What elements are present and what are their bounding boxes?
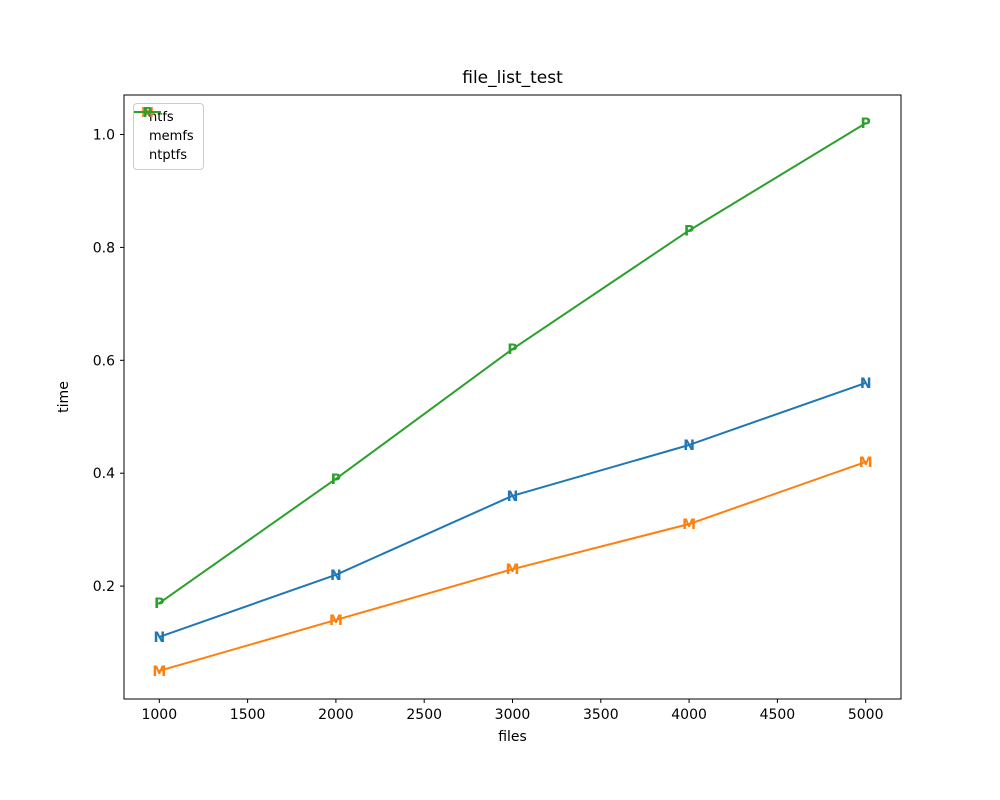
x-axis-label: files [498, 729, 527, 745]
series-line-ntptfs [158, 122, 867, 605]
chart-title: file_list_test [462, 68, 563, 88]
series-marker-memfs: M [682, 517, 696, 533]
legend-label: ntfs [149, 110, 174, 125]
x-tick-label: 2500 [406, 707, 442, 723]
series-marker-ntptfs: P [331, 472, 341, 488]
series-marker-ntfs: N [507, 489, 519, 505]
y-tick-label: 0.2 [93, 579, 115, 595]
series-line-ntfs [158, 381, 867, 638]
series-marker-ntfs: N [330, 568, 342, 584]
y-tick-label: 1.0 [93, 128, 115, 144]
series-marker-ntptfs: P [684, 223, 694, 239]
x-tick-label: 1500 [230, 707, 266, 723]
series-marker-ntptfs: P [507, 342, 517, 358]
series-marker-ntptfs: P [861, 116, 871, 132]
legend-label: memfs [149, 129, 194, 144]
y-tick-label: 0.4 [93, 466, 115, 482]
x-tick-label: 3000 [495, 707, 531, 723]
series-marker-memfs: M [859, 455, 873, 471]
series-marker-memfs: M [152, 664, 166, 680]
legend-item-memfs: Mmemfs [134, 106, 194, 146]
y-tick-label: 0.6 [93, 353, 115, 369]
x-tick-label: 2000 [318, 707, 354, 723]
series-line-memfs [158, 460, 867, 672]
series-marker-ntfs: N [860, 376, 872, 392]
x-tick-label: 5000 [848, 707, 884, 723]
x-tick-label: 4000 [671, 707, 707, 723]
legend: NntfsMmemfsPntptfs [133, 103, 204, 170]
legend-marker-ntptfs: P [134, 106, 161, 120]
series-marker-ntfs: N [683, 438, 695, 454]
x-tick-label: 4500 [760, 707, 796, 723]
series-marker-ntptfs: P [154, 596, 164, 612]
x-tick-label: 3500 [583, 707, 619, 723]
series-marker-memfs: M [329, 613, 343, 629]
series-marker-ntfs: N [153, 630, 165, 646]
legend-label: ntptfs [149, 148, 188, 163]
x-tick-label: 1000 [141, 707, 177, 723]
y-axis-label: time [56, 381, 72, 413]
plot-frame [123, 94, 902, 700]
svg-text:P: P [143, 106, 153, 120]
series-marker-memfs: M [506, 562, 520, 578]
y-tick-label: 0.8 [93, 240, 115, 256]
